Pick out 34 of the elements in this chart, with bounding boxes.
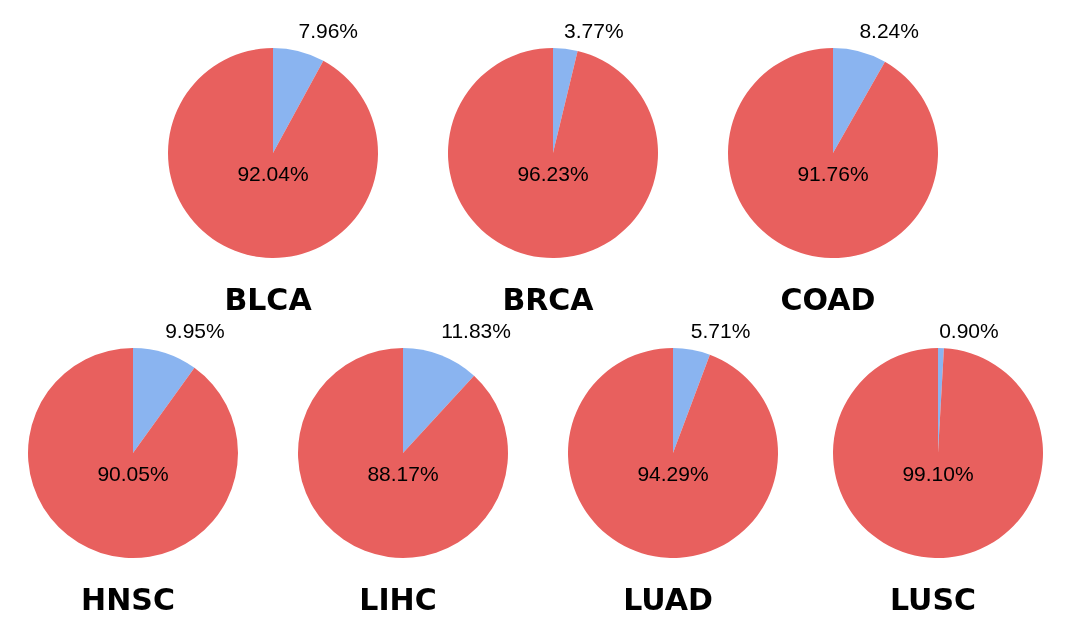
pie-slice <box>673 348 710 453</box>
text: COAD <box>779 282 877 317</box>
pie-slice <box>448 48 658 258</box>
pie-slice <box>168 48 378 258</box>
data-label: 88.17% <box>367 462 439 485</box>
data-label: 94.29% <box>637 462 709 485</box>
data-label: 90.05% <box>97 462 169 485</box>
text: HNSC <box>80 582 176 617</box>
text: BRCA <box>501 282 595 317</box>
pie-slice <box>833 48 885 153</box>
text: LUAD <box>622 582 714 617</box>
text: LIHC <box>358 582 438 617</box>
data-label: 92.04% <box>237 162 309 185</box>
pie-slice <box>133 348 195 453</box>
data-label: 99.10% <box>902 462 974 485</box>
data-label: 96.23% <box>517 162 589 185</box>
data-label: 0.90% <box>939 319 999 342</box>
text: BLCA <box>223 282 313 317</box>
pie-slice <box>728 48 938 258</box>
pie-slice <box>298 348 508 558</box>
pie-slice <box>273 48 324 153</box>
data-label: 11.83% <box>441 319 511 342</box>
pie-slice <box>568 348 778 558</box>
data-label: 7.96% <box>298 19 359 42</box>
pie-slice <box>403 348 475 453</box>
data-label: 3.77% <box>564 19 624 42</box>
data-label: 8.24% <box>859 19 919 42</box>
data-label: 5.71% <box>690 319 751 342</box>
pie-slice <box>553 48 578 153</box>
data-label: 91.76% <box>797 162 869 185</box>
pie-slice <box>833 348 1043 558</box>
text: LUSC <box>889 582 977 617</box>
data-label: 9.95% <box>165 319 225 342</box>
pie-slice <box>28 348 238 558</box>
